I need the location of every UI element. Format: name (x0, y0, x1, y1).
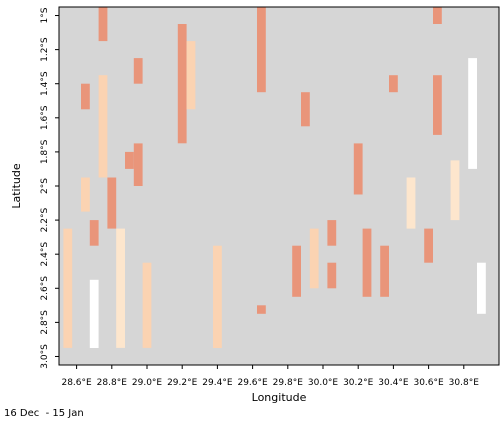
map-cell-strip (107, 177, 117, 229)
y-axis-ticks: 1°S 1.2°S 1.4°S 1.6°S 1.8°S 2°S 2.2°S 2.4°S 2.6°… (40, 7, 59, 369)
y-tick-label: 3.0°S (40, 344, 50, 369)
x-tick-label: 28.8°E (97, 378, 128, 388)
map-cell-strip (133, 58, 143, 84)
y-tick-label: 2.6°S (40, 276, 50, 301)
x-tick-label: 29.8°E (273, 378, 304, 388)
map-cell-strip (406, 177, 416, 229)
y-tick-label: 2.4°S (40, 242, 50, 267)
x-tick-label: 29.4°E (202, 378, 233, 388)
map-cell-strip (292, 245, 301, 297)
y-tick-label: 2.2°S (40, 208, 50, 233)
x-tick-label: 29.0°E (132, 378, 163, 388)
map-cell-strip (327, 220, 337, 246)
x-axis-title: Longitude (252, 391, 307, 404)
x-tick-label: 29.2°E (167, 378, 198, 388)
map-cell-strip (186, 41, 196, 110)
map-cell-strip (257, 7, 266, 93)
map-cell-strip (89, 279, 99, 348)
map-cell-strip (433, 7, 442, 24)
map-cell-strip (125, 151, 134, 169)
map-cell-strip (301, 92, 310, 127)
map-cell-strip (380, 245, 389, 297)
map-cell-strip (424, 228, 433, 263)
map-cell-strip (327, 262, 337, 289)
map-cell-strip (63, 228, 73, 348)
map-cell-strip (309, 228, 319, 289)
y-tick-label: 1°S (40, 7, 50, 23)
y-tick-label: 1.6°S (40, 105, 50, 130)
y-tick-label: 1.4°S (40, 71, 50, 96)
map-cell-strip (89, 220, 99, 246)
y-tick-label: 1.2°S (40, 37, 50, 62)
map-cell-strip (477, 262, 486, 314)
map-cell-strip (142, 262, 152, 348)
map-cell-strip (257, 305, 266, 314)
x-tick-label: 30.2°E (343, 378, 374, 388)
x-tick-label: 30.8°E (449, 378, 480, 388)
y-tick-label: 2°S (40, 178, 50, 194)
y-axis-title: Latitude (10, 163, 23, 209)
map-cells (59, 7, 499, 365)
map-cell-strip (362, 228, 372, 297)
map-cell-strip (389, 75, 398, 93)
x-tick-label: 30.4°E (378, 378, 409, 388)
map-cell-strip (433, 75, 442, 135)
map-cell-strip (98, 75, 108, 178)
map-cell-strip (177, 24, 187, 144)
map-cell-strip (81, 177, 90, 212)
x-axis-ticks: 28.6°E 28.8°E 29.0°E 29.2°E 29.4°E 29.6°E 29.8… (61, 365, 479, 388)
period-label: 16 Dec - 15 Jan (4, 408, 84, 419)
map-cell-strip (81, 83, 90, 110)
map-cell-strip (98, 7, 108, 42)
map-base-field (59, 7, 499, 365)
map-cell-strip (213, 245, 222, 348)
y-tick-label: 2.8°S (40, 310, 50, 335)
map-cell-strip (450, 160, 460, 221)
x-tick-label: 30.6°E (413, 378, 444, 388)
x-tick-label: 28.6°E (61, 378, 92, 388)
y-tick-label: 1.8°S (40, 139, 50, 164)
map-cell-strip (133, 143, 143, 186)
x-tick-label: 29.6°E (237, 378, 268, 388)
x-tick-label: 30.0°E (308, 378, 339, 388)
map-cell-strip (468, 58, 477, 169)
map-cell-strip (63, 7, 73, 229)
map-cell-strip (353, 143, 363, 195)
map-cell-strip (116, 228, 125, 348)
